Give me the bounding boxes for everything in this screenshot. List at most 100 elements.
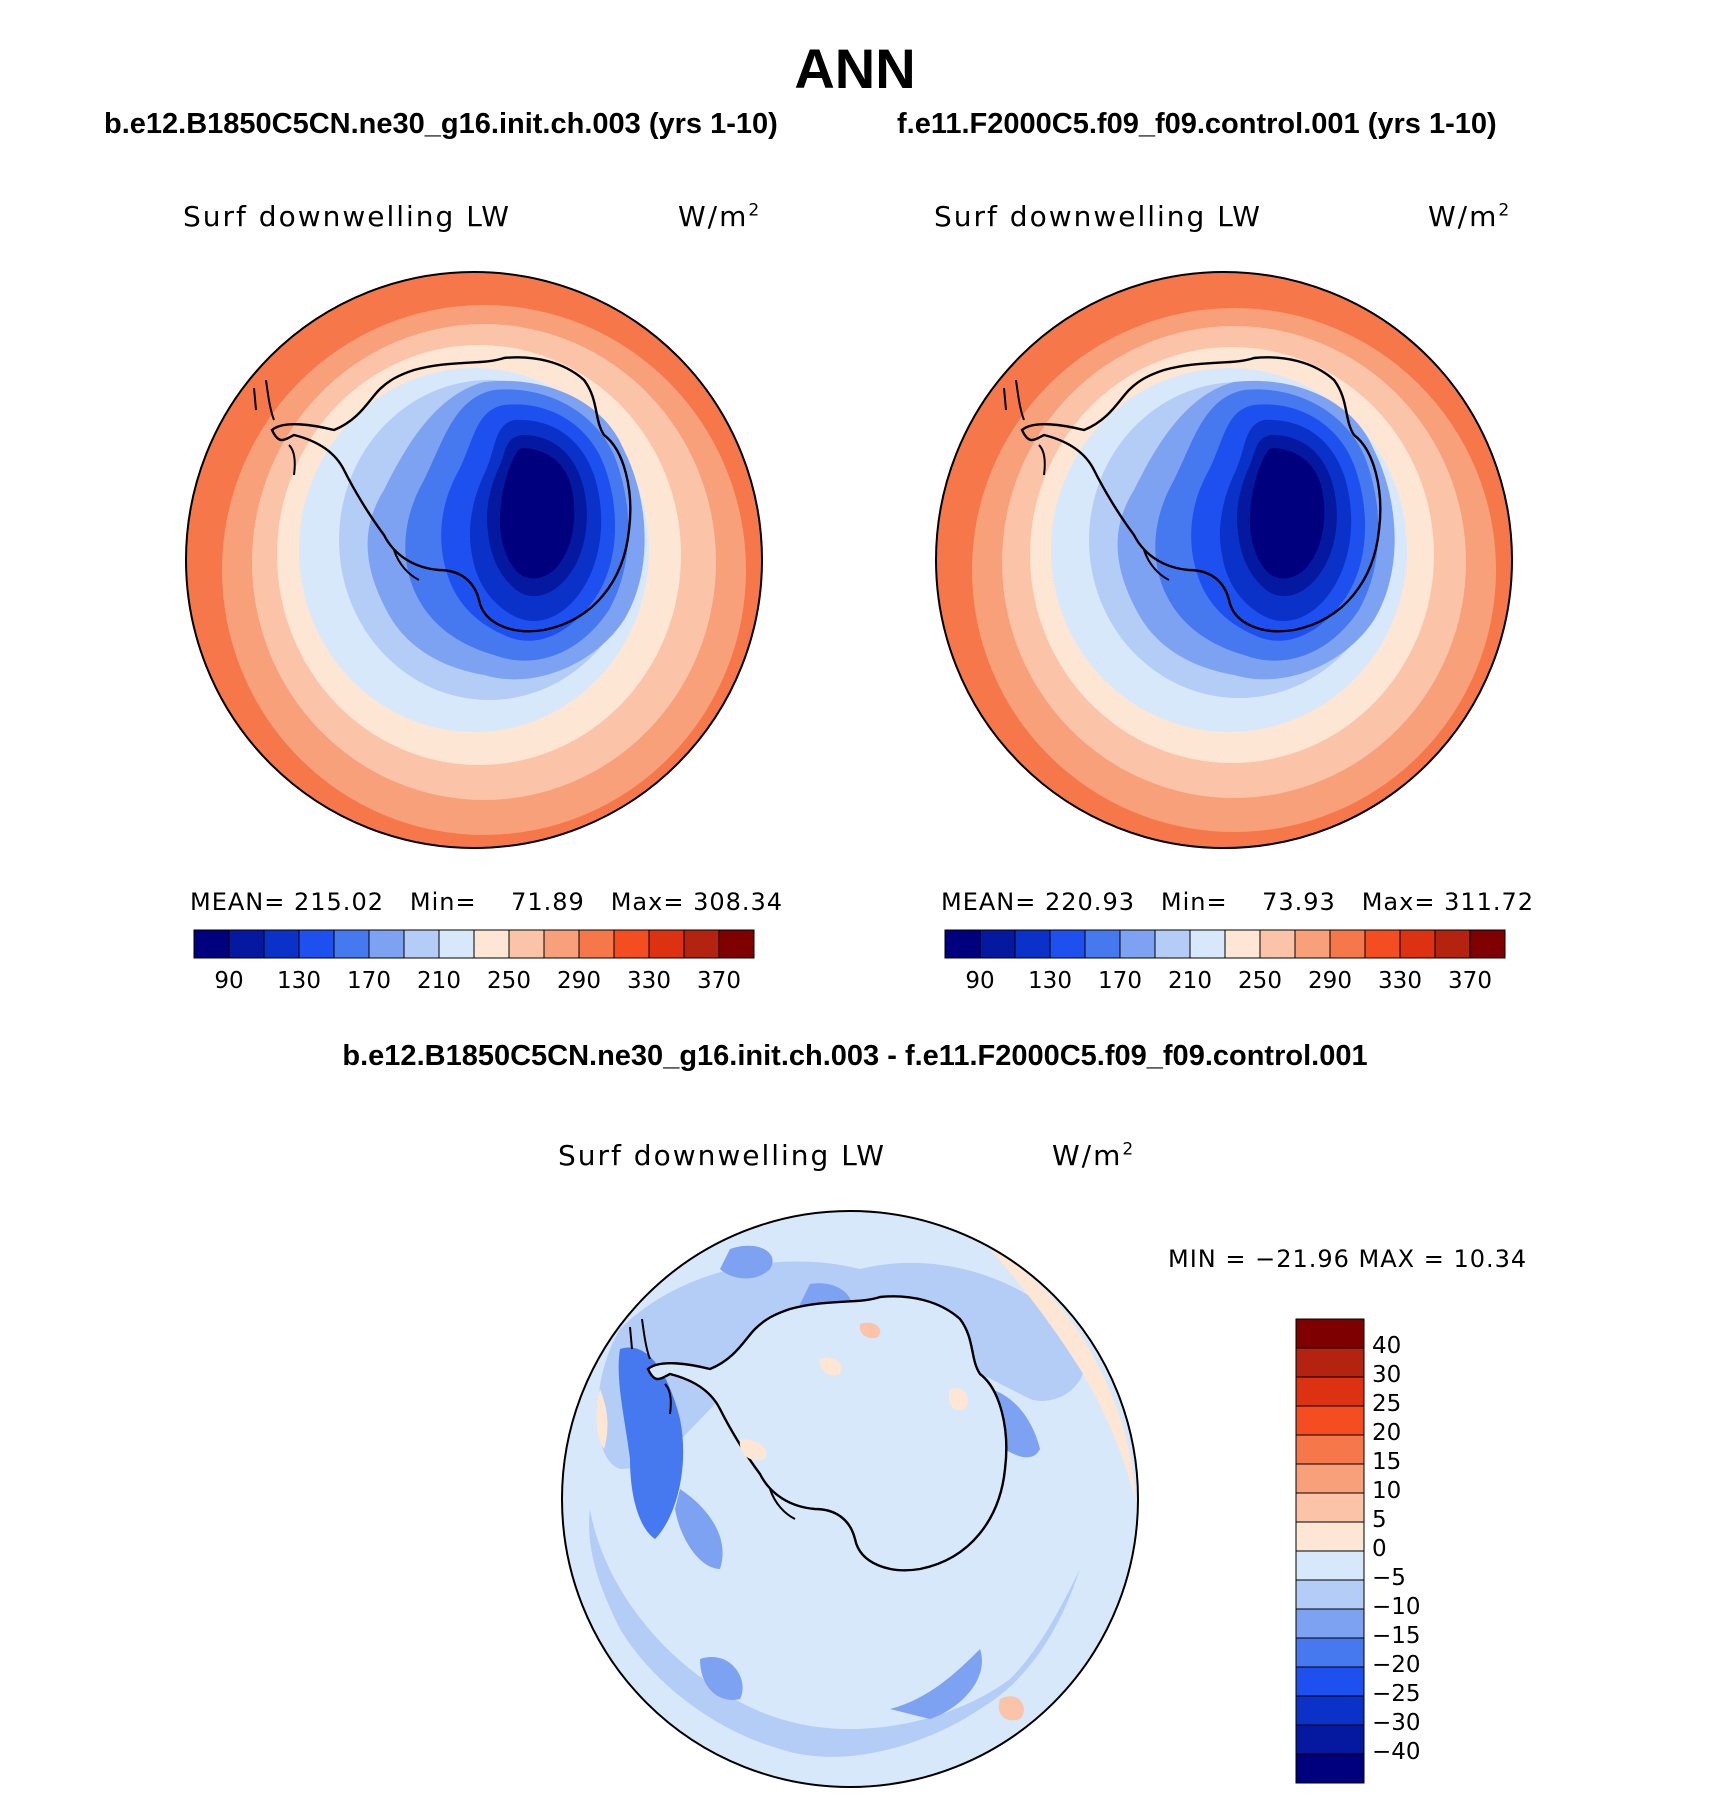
right-colorbar-box-3 bbox=[1049, 929, 1086, 959]
difference-colorbar-tick-label: 15 bbox=[1372, 1449, 1402, 1475]
difference-colorbar-box-2 bbox=[1295, 1376, 1365, 1407]
right-mean-value: 220.93 bbox=[1045, 888, 1135, 916]
left-stats: MEAN= 215.02 Min= 71.89 Max= 308.34 bbox=[190, 888, 784, 916]
left-colorbar-tick-label: 250 bbox=[487, 968, 531, 994]
left-colorbar bbox=[193, 929, 755, 959]
left-units-label: W/m2 bbox=[678, 200, 762, 233]
right-colorbar-box-13 bbox=[1399, 929, 1436, 959]
page-title: ANN bbox=[794, 37, 916, 100]
left-polar-map bbox=[185, 271, 763, 849]
left-colorbar-box-7 bbox=[438, 929, 475, 959]
difference-colorbar-box-15 bbox=[1295, 1753, 1365, 1784]
left-min-value: 71.89 bbox=[511, 888, 585, 916]
left-mean-value: 215.02 bbox=[294, 888, 384, 916]
left-colorbar-tick-label: 330 bbox=[627, 968, 671, 994]
left-colorbar-box-6 bbox=[403, 929, 440, 959]
difference-colorbar-box-10 bbox=[1295, 1608, 1365, 1639]
difference-colorbar-box-9 bbox=[1295, 1579, 1365, 1610]
right-colorbar-tick-label: 250 bbox=[1238, 968, 1282, 994]
diff-variable-label: Surf downwelling LW bbox=[558, 1139, 886, 1172]
left-colorbar-tick-label: 170 bbox=[347, 968, 391, 994]
right-colorbar-box-7 bbox=[1189, 929, 1226, 959]
left-colorbar-box-3 bbox=[298, 929, 335, 959]
difference-colorbar-tick-label: 5 bbox=[1372, 1507, 1387, 1533]
difference-colorbar-box-12 bbox=[1295, 1666, 1365, 1697]
left-colorbar-tick-label: 130 bbox=[277, 968, 321, 994]
difference-colorbar-ticks: 40 30 25 20 15 10 5 0 −5 −10 −15 −20 −25 −30 −40 bbox=[1372, 1319, 1482, 1783]
difference-colorbar-box-1 bbox=[1295, 1347, 1365, 1378]
right-colorbar bbox=[944, 929, 1506, 959]
right-colorbar-tick-label: 330 bbox=[1378, 968, 1422, 994]
left-colorbar-tick-label: 210 bbox=[417, 968, 461, 994]
difference-colorbar-box-14 bbox=[1295, 1724, 1365, 1755]
difference-colorbar-tick-label: −40 bbox=[1372, 1739, 1421, 1765]
difference-colorbar-tick-label: 0 bbox=[1372, 1536, 1387, 1562]
left-colorbar-tick-label: 90 bbox=[214, 968, 244, 994]
difference-colorbar bbox=[1295, 1318, 1365, 1784]
difference-colorbar-tick-label: −5 bbox=[1372, 1565, 1406, 1591]
right-colorbar-box-6 bbox=[1154, 929, 1191, 959]
right-colorbar-tick-label: 90 bbox=[965, 968, 995, 994]
right-colorbar-box-8 bbox=[1224, 929, 1261, 959]
right-colorbar-ticks: 90 130 170 210 250 290 330 370 bbox=[945, 968, 1505, 998]
right-colorbar-tick-label: 170 bbox=[1098, 968, 1142, 994]
left-colorbar-box-11 bbox=[578, 929, 615, 959]
right-polar-map bbox=[935, 271, 1513, 849]
left-colorbar-box-4 bbox=[333, 929, 370, 959]
right-min-value: 73.93 bbox=[1262, 888, 1336, 916]
right-colorbar-box-0 bbox=[944, 929, 981, 959]
difference-colorbar-tick-label: 10 bbox=[1372, 1478, 1402, 1504]
difference-colorbar-tick-label: −20 bbox=[1372, 1652, 1421, 1678]
right-colorbar-tick-label: 210 bbox=[1168, 968, 1212, 994]
left-variable-label: Surf downwelling LW bbox=[183, 200, 511, 233]
difference-colorbar-box-7 bbox=[1295, 1521, 1365, 1552]
left-colorbar-box-9 bbox=[508, 929, 545, 959]
left-colorbar-box-1 bbox=[228, 929, 265, 959]
right-colorbar-box-2 bbox=[1014, 929, 1051, 959]
left-colorbar-tick-label: 370 bbox=[697, 968, 741, 994]
right-colorbar-box-14 bbox=[1434, 929, 1471, 959]
left-colorbar-box-5 bbox=[368, 929, 405, 959]
difference-colorbar-box-5 bbox=[1295, 1463, 1365, 1494]
left-colorbar-box-2 bbox=[263, 929, 300, 959]
difference-colorbar-tick-label: −25 bbox=[1372, 1681, 1421, 1707]
difference-colorbar-box-6 bbox=[1295, 1492, 1365, 1523]
diff-minmax: MIN = −21.96 MAX = 10.34 bbox=[1168, 1245, 1528, 1273]
left-colorbar-tick-label: 290 bbox=[557, 968, 601, 994]
left-colorbar-box-13 bbox=[648, 929, 685, 959]
difference-colorbar-box-13 bbox=[1295, 1695, 1365, 1726]
left-colorbar-box-0 bbox=[193, 929, 230, 959]
right-colorbar-box-4 bbox=[1084, 929, 1121, 959]
difference-colorbar-tick-label: 25 bbox=[1372, 1391, 1402, 1417]
right-colorbar-box-9 bbox=[1259, 929, 1296, 959]
difference-colorbar-box-0 bbox=[1295, 1318, 1365, 1349]
right-colorbar-box-1 bbox=[979, 929, 1016, 959]
left-colorbar-box-8 bbox=[473, 929, 510, 959]
difference-colorbar-tick-label: 40 bbox=[1372, 1333, 1402, 1359]
right-colorbar-box-11 bbox=[1329, 929, 1366, 959]
difference-colorbar-box-4 bbox=[1295, 1434, 1365, 1465]
difference-colorbar-box-3 bbox=[1295, 1405, 1365, 1436]
right-colorbar-box-12 bbox=[1364, 929, 1401, 959]
difference-colorbar-tick-label: 30 bbox=[1372, 1362, 1402, 1388]
diff-units-label: W/m2 bbox=[1052, 1139, 1136, 1172]
difference-colorbar-tick-label: −30 bbox=[1372, 1710, 1421, 1736]
right-variable-label: Surf downwelling LW bbox=[934, 200, 1262, 233]
right-stats: MEAN= 220.93 Min= 73.93 Max= 311.72 bbox=[941, 888, 1535, 916]
left-colorbar-box-15 bbox=[718, 929, 755, 959]
right-max-value: 311.72 bbox=[1444, 888, 1535, 916]
right-units-label: W/m2 bbox=[1428, 200, 1512, 233]
difference-polar-map bbox=[561, 1210, 1139, 1788]
right-colorbar-tick-label: 130 bbox=[1028, 968, 1072, 994]
left-colorbar-box-10 bbox=[543, 929, 580, 959]
left-colorbar-box-14 bbox=[683, 929, 720, 959]
left-colorbar-box-12 bbox=[613, 929, 650, 959]
right-colorbar-box-5 bbox=[1119, 929, 1156, 959]
difference-colorbar-tick-label: 20 bbox=[1372, 1420, 1402, 1446]
difference-colorbar-box-11 bbox=[1295, 1637, 1365, 1668]
difference-title: b.e12.B1850C5CN.ne30_g16.init.ch.003 - f… bbox=[342, 1040, 1368, 1072]
left-case-title: b.e12.B1850C5CN.ne30_g16.init.ch.003 (yr… bbox=[104, 108, 778, 140]
right-colorbar-box-10 bbox=[1294, 929, 1331, 959]
difference-colorbar-box-8 bbox=[1295, 1550, 1365, 1581]
right-colorbar-tick-label: 370 bbox=[1448, 968, 1492, 994]
